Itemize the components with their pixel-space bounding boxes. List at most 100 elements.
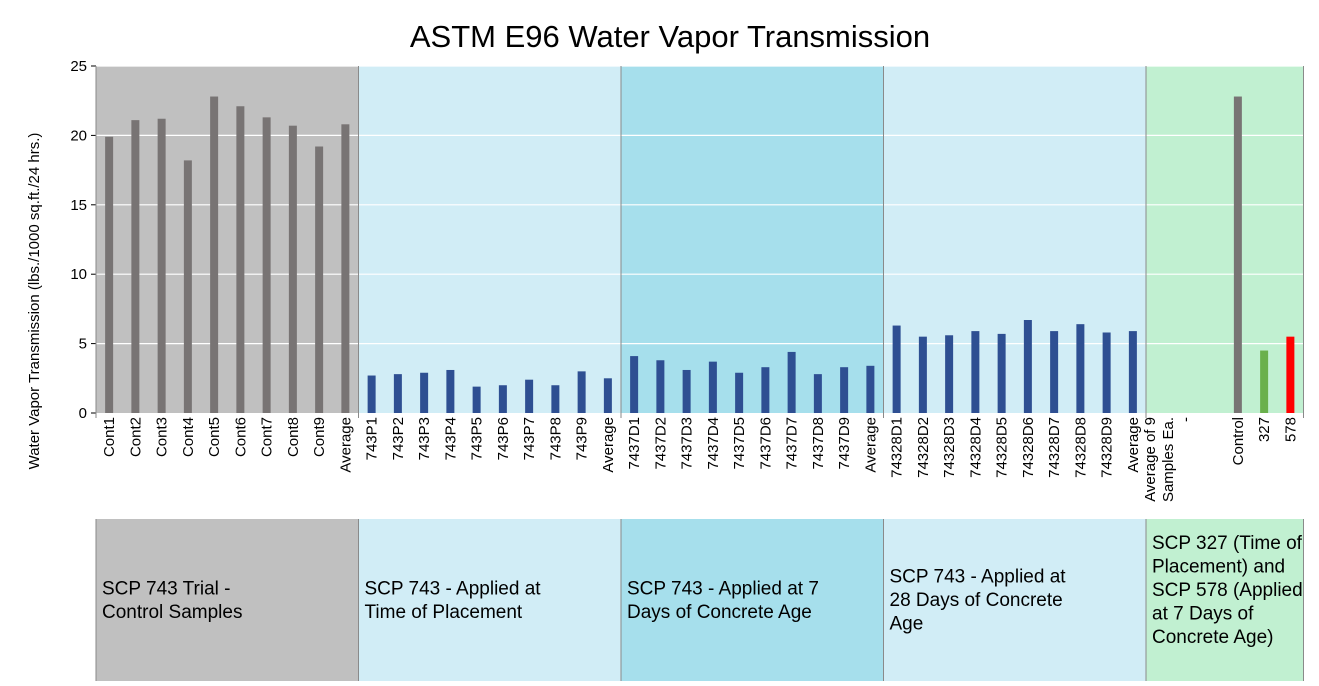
group-label-bg-3 [621,519,884,681]
x-tick-label: 74328D3 [941,417,958,478]
x-tick-label: 74328D4 [967,417,984,478]
bar-3-5 [735,372,744,413]
bars [105,96,1295,414]
bar-4-3 [945,335,954,413]
x-tick-label: 743P9 [574,417,591,460]
x-tick-label: 743P7 [521,417,538,460]
group-label-4: SCP 743 - Applied at 28 Days of Concrete A… [890,567,1067,635]
bar-4-4 [971,331,980,413]
bar-2-1 [367,375,376,413]
bar-5-5 [1260,350,1269,413]
group-label-bg-2 [358,519,621,681]
x-tick-label: Cont9 [311,417,328,457]
bar-1-8 [288,125,297,414]
bar-1-4 [183,160,192,413]
x-tick-label: 7437D4 [705,417,722,470]
group-label-bg-4 [883,519,1146,681]
group-label-5: SCP 327 (Time of Placement) and SCP 578 (A… [1152,533,1303,648]
chart-title: ASTM E96 Water Vapor Transmission [410,19,930,54]
x-tick-label: 743P5 [469,417,486,460]
group-bg-5 [1146,66,1304,413]
bar-4-10 [1128,331,1137,413]
x-tick-label: Cont6 [232,417,249,457]
bar-4-6 [1023,320,1032,413]
bar-2-8 [551,385,560,413]
bar-1-1 [105,136,114,413]
x-tick-label: 7437D7 [784,417,801,470]
group-bg-1 [96,66,359,413]
y-tick-label: 10 [70,266,87,283]
x-tick-label: Samples Ea. [1160,417,1177,502]
bar-1-2 [131,120,140,414]
y-tick-label: 25 [70,58,87,75]
bar-4-5 [997,333,1006,413]
bar-2-10 [603,378,612,413]
x-tick-label: 327 [1256,417,1273,442]
gridlines [96,65,1316,345]
x-tick-label: 74328D6 [1020,417,1037,478]
x-tick-label: Cont5 [206,417,223,457]
bar-1-7 [262,117,271,413]
x-tick-label: - [1177,417,1194,422]
bar-3-1 [630,356,639,413]
group-label-3: SCP 743 - Applied at 7 Days of Concrete A… [627,578,819,623]
bar-4-8 [1076,324,1085,413]
x-tick-label: Cont7 [259,417,276,457]
y-tick-label: 0 [79,405,87,422]
group-label-1: SCP 743 Trial -Control Samples [102,578,242,623]
group-bg-2 [358,66,621,413]
x-tick-label: 7437D1 [626,417,643,470]
x-tick-label: Average [337,417,354,473]
bar-5-6 [1286,336,1295,413]
bar-4-2 [918,336,927,413]
x-tick-label: Cont2 [127,417,144,457]
x-tick-label: 7437D5 [731,417,748,470]
group-label-2: SCP 743 - Applied at Time of Placement [365,578,542,623]
bar-2-7 [525,379,534,413]
bar-3-6 [761,367,770,413]
bar-1-6 [236,106,245,413]
x-tick-label: 7437D9 [836,417,853,470]
group-labels: SCP 743 Trial -Control Samples SCP 743 - … [102,533,1303,648]
x-tick-label: 743P1 [364,417,381,460]
bar-3-8 [813,374,822,413]
bar-1-9 [315,146,324,413]
x-tick-labels: Cont1 Cont2 Cont3 Cont4 Cont5 Cont6 Cont7 Cont8… [101,417,1299,502]
x-tick-label: Average [600,417,617,473]
bar-2-6 [498,385,507,413]
x-tick-label: 743P8 [547,417,564,460]
group-bg-3 [621,66,884,413]
y-tick-label: 20 [70,127,87,144]
group-label-bg-1 [96,519,359,681]
x-tick-label: 7437D8 [810,417,827,470]
x-tick-label: Average [1125,417,1142,473]
bar-4-7 [1050,331,1059,413]
x-tick-label: 74328D8 [1072,417,1089,478]
group-bg-4 [883,66,1146,413]
x-tick-label: Average [862,417,879,473]
x-tick-label: 578 [1282,417,1299,442]
x-tick-label: 7437D3 [679,417,696,470]
bar-4-1 [892,325,901,413]
bar-2-9 [577,371,586,413]
bar-2-4 [446,369,455,413]
x-tick-label: Cont8 [285,417,302,457]
bar-1-5 [210,96,219,413]
bar-2-3 [420,372,429,413]
x-tick-label: 74328D2 [915,417,932,478]
bar-3-3 [682,369,691,413]
bar-3-7 [787,351,796,413]
bar-2-5 [472,386,481,413]
group-backgrounds [96,66,1304,681]
x-tick-label: Control [1230,417,1247,465]
group-label-bg-5 [1146,519,1304,681]
bar-3-10 [866,365,875,413]
bar-3-4 [708,361,717,413]
x-tick-label: 7437D2 [652,417,669,470]
x-tick-label: 743P4 [442,417,459,460]
bar-5-4 [1233,96,1242,413]
bar-3-9 [840,367,849,413]
x-tick-label: Cont4 [180,417,197,457]
bar-2-2 [393,374,402,413]
